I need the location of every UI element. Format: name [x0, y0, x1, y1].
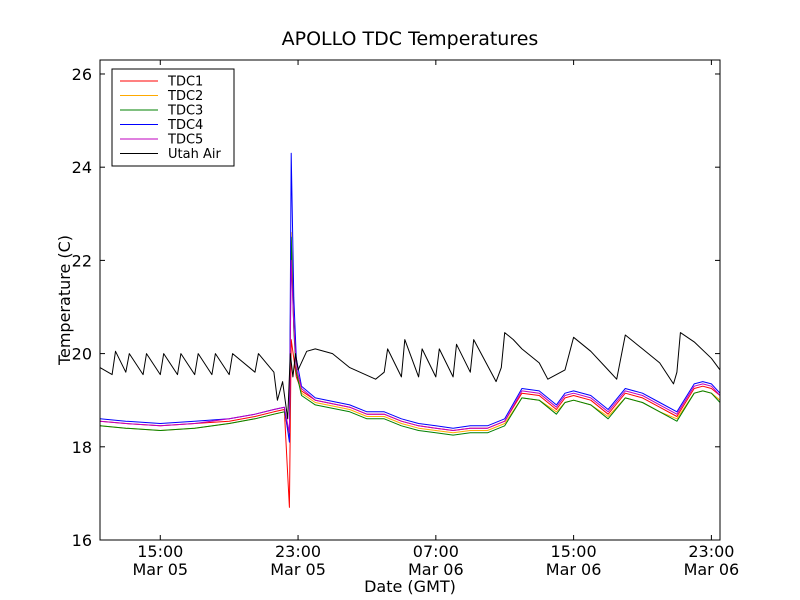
series-line-tdc5 [99, 259, 721, 434]
x-tick-time-label: 23:00 [688, 542, 734, 561]
legend-label-tdc2: TDC2 [167, 89, 203, 104]
legend-label-utah-air: Utah Air [168, 147, 221, 162]
x-axis-label: Date (GMT) [364, 577, 456, 596]
series-layer [99, 152, 721, 508]
series-line-tdc3 [99, 236, 721, 436]
y-tick-label: 16 [72, 531, 92, 550]
x-tick-date-label: Mar 06 [684, 560, 740, 579]
legend-box [111, 68, 235, 167]
x-tick-date-label: Mar 06 [408, 560, 464, 579]
legend-label-tdc3: TDC3 [167, 104, 203, 119]
plot-frame [99, 59, 721, 541]
x-tick-date-label: Mar 05 [132, 560, 188, 579]
x-tick-time-label: 15:00 [137, 542, 183, 561]
y-tick-label: 18 [72, 438, 92, 457]
y-tick-label: 22 [72, 251, 92, 270]
chart-title: APOLLO TDC Temperatures [282, 28, 539, 50]
x-tick-date-label: Mar 05 [270, 560, 326, 579]
legend-label-tdc4: TDC4 [167, 118, 203, 133]
y-tick-label: 26 [72, 65, 92, 84]
y-axis-label: Temperature (C) [55, 235, 74, 366]
y-tick-label: 20 [72, 345, 92, 364]
x-tick-time-label: 07:00 [413, 542, 459, 561]
y-tick-label: 24 [72, 158, 92, 177]
x-tick-time-label: 15:00 [551, 542, 597, 561]
legend-label-tdc5: TDC5 [167, 133, 203, 148]
x-tick-time-label: 23:00 [275, 542, 321, 561]
series-line-utah-air [99, 332, 721, 420]
legend-label-tdc1: TDC1 [167, 75, 203, 90]
x-tick-date-label: Mar 06 [546, 560, 602, 579]
